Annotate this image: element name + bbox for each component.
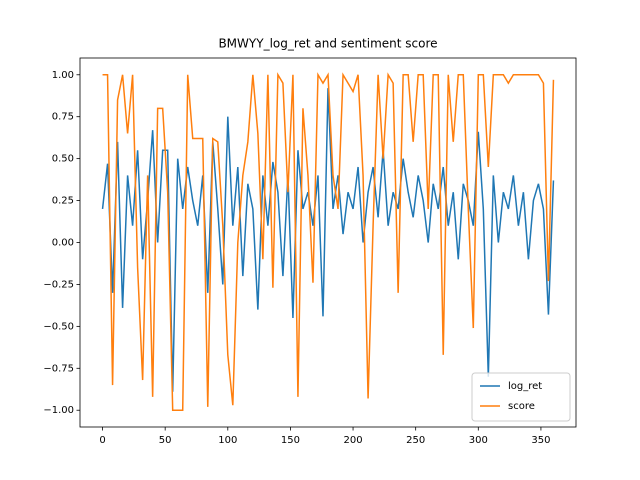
x-tick-label: 350: [531, 435, 550, 446]
y-tick-label: 0.00: [52, 238, 74, 249]
legend-label: score: [508, 401, 535, 412]
x-tick-label: 150: [281, 435, 300, 446]
chart-title: BMWYY_log_ret and sentiment score: [218, 37, 437, 51]
y-tick-label: −0.75: [43, 363, 74, 374]
x-tick-label: 50: [159, 435, 172, 446]
y-tick-label: −0.50: [43, 321, 74, 332]
y-tick-label: 0.50: [52, 154, 74, 165]
x-tick-label: 0: [99, 435, 105, 446]
legend-box: [471, 372, 571, 422]
y-tick-label: 0.25: [52, 196, 74, 207]
x-tick-label: 300: [469, 435, 488, 446]
x-tick-label: 250: [406, 435, 425, 446]
y-tick-label: 0.75: [52, 112, 74, 123]
x-tick-label: 100: [218, 435, 237, 446]
x-tick-label: 200: [344, 435, 363, 446]
series-line: [102, 72, 555, 411]
y-tick-label: 1.00: [52, 70, 74, 81]
y-tick-label: −1.00: [43, 405, 74, 416]
y-tick-label: −0.25: [43, 279, 74, 290]
legend-label: log_ret: [508, 381, 542, 392]
